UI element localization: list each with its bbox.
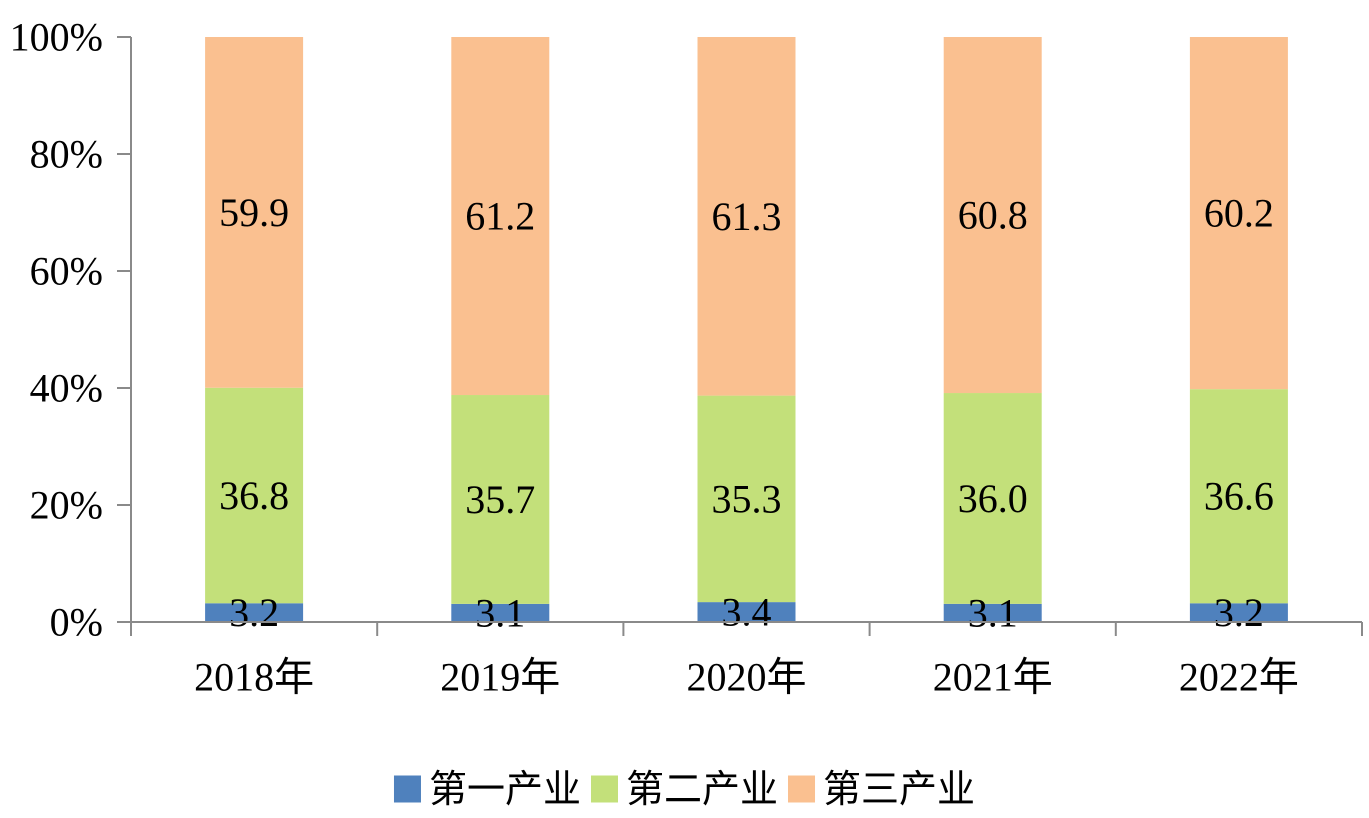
y-tick-label: 40%	[30, 366, 103, 411]
y-axis: 0% 20% 40% 60% 80% 100%	[10, 15, 132, 645]
data-label-2022年-第二产业: 36.6	[1204, 474, 1274, 519]
data-label-2019年-第三产业: 61.2	[465, 194, 535, 239]
bar-segment-2020年-第三产业	[697, 37, 796, 396]
y-tick-label: 60%	[30, 249, 103, 294]
bar-segment-2019年-第二产业	[451, 395, 550, 604]
legend-item-第一产业: 第一产业	[393, 767, 581, 811]
bar-segment-2022年-第一产业	[1189, 603, 1288, 622]
data-label-2020年-第三产业: 61.3	[712, 194, 782, 239]
bar-segment-2018年-第一产业	[205, 603, 304, 622]
x-axis: 2018年 2019年 2020年 2021年 2022年	[130, 621, 1363, 700]
data-label-2018年-第三产业: 59.9	[219, 190, 289, 235]
x-category-label: 2020年	[687, 655, 807, 700]
legend-label: 第三产业	[823, 767, 975, 811]
x-category-label: 2021年	[933, 655, 1053, 700]
bar-segment-2018年-第三产业	[205, 37, 304, 388]
data-label-2019年-第二产业: 35.7	[465, 477, 535, 522]
bar-segment-2021年-第一产业	[943, 603, 1042, 622]
data-label-2022年-第一产业: 3.2	[1214, 590, 1264, 635]
bar-segment-2018年-第二产业	[205, 387, 304, 604]
data-label-2020年-第一产业: 3.4	[722, 590, 772, 635]
y-tick-label: 20%	[30, 483, 103, 528]
y-tick-label: 0%	[50, 600, 103, 645]
y-tick-label: 80%	[30, 132, 103, 177]
bar-segment-2020年-第二产业	[697, 395, 796, 603]
legend-item-第二产业: 第二产业	[590, 767, 778, 811]
x-category-label: 2018年	[194, 655, 314, 700]
legend-item-第三产业: 第三产业	[788, 767, 975, 811]
bar-segment-2021年-第三产业	[943, 37, 1042, 394]
legend-swatch	[393, 775, 421, 803]
data-label-2021年-第二产业: 36.0	[958, 476, 1028, 521]
legend-label: 第一产业	[429, 767, 581, 811]
legend-swatch	[590, 775, 618, 803]
bar-segment-2020年-第一产业	[697, 602, 796, 622]
data-label-2019年-第一产业: 3.1	[475, 590, 525, 635]
y-tick-label: 100%	[10, 15, 103, 60]
data-label-2022年-第三产业: 60.2	[1204, 191, 1274, 236]
data-label-2018年-第一产业: 3.2	[229, 590, 279, 635]
plot-area: 3.2 36.8 59.9 3.1 35.7 61.2 3.4 35.3 61.3 3.1 36.0…	[205, 37, 1288, 635]
bar-segment-2019年-第三产业	[451, 37, 550, 396]
bar-segment-2022年-第二产业	[1189, 389, 1288, 604]
data-label-2021年-第一产业: 3.1	[968, 590, 1018, 635]
data-label-2020年-第二产业: 35.3	[712, 476, 782, 521]
x-category-label: 2019年	[440, 655, 560, 700]
bar-segment-2022年-第三产业	[1189, 37, 1288, 390]
legend-label: 第二产业	[626, 767, 778, 811]
legend-swatch	[788, 775, 816, 803]
data-label-2018年-第二产业: 36.8	[219, 473, 289, 518]
x-category-label: 2022年	[1179, 655, 1299, 700]
data-label-2021年-第三产业: 60.8	[958, 193, 1028, 238]
bar-segment-2021年-第二产业	[943, 393, 1042, 604]
bar-segment-2019年-第一产业	[451, 603, 550, 622]
legend: 第一产业 第二产业 第三产业	[393, 767, 975, 811]
